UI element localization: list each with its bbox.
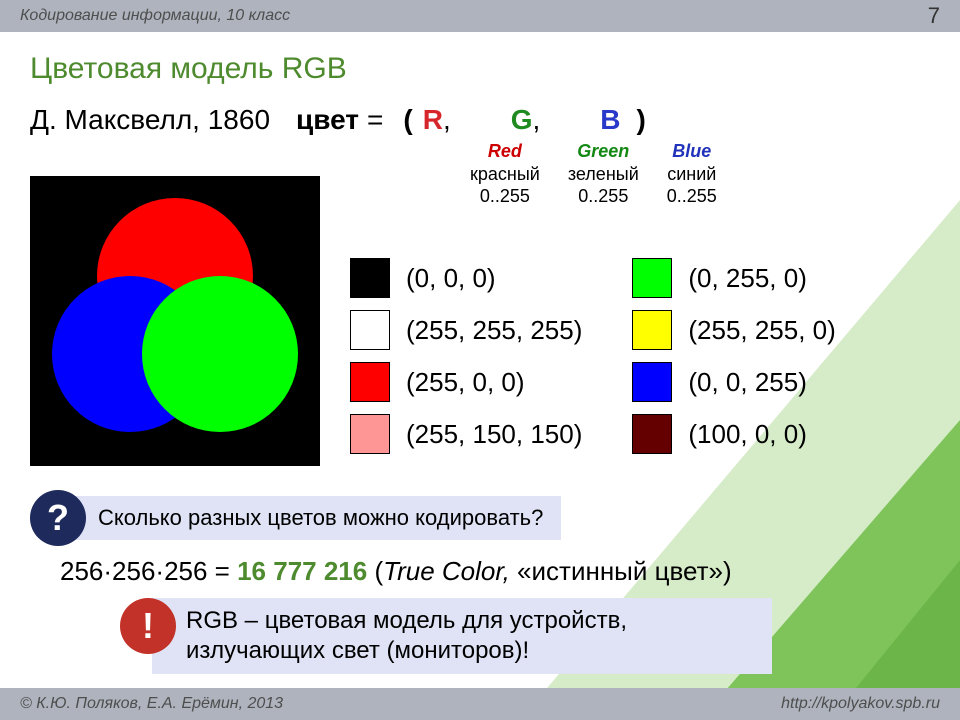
- formula-row: Д. Максвелл, 1860 цвет = ( R , G , B ): [30, 104, 930, 136]
- copyright-label: © К.Ю. Поляков, Е.А. Ерёмин, 2013: [20, 695, 283, 713]
- formula-lhs: цвет: [296, 104, 359, 136]
- component-columns: Red красный 0..255 Green зеленый 0..255 …: [470, 140, 930, 208]
- url-label: http://kpolyakov.spb.ru: [781, 695, 940, 713]
- component-blue-en: Blue: [667, 140, 717, 163]
- component-green-ru: зеленый: [568, 163, 639, 186]
- question-text: Сколько разных цветов можно кодировать?: [62, 496, 561, 540]
- component-blue-ru: синий: [667, 163, 717, 186]
- component-red-range: 0..255: [470, 185, 540, 208]
- component-blue: Blue синий 0..255: [667, 140, 717, 208]
- author-label: Д. Максвелл, 1860: [30, 104, 270, 136]
- formula-B: B: [600, 104, 620, 136]
- header-bar: Кодирование информации, 10 класс 7: [0, 0, 960, 32]
- question-mark-bubble: ?: [30, 490, 86, 546]
- component-green: Green зеленый 0..255: [568, 140, 639, 208]
- page-number: 7: [928, 3, 940, 29]
- slide-body: Цветовая модель RGB Д. Максвелл, 1860 цв…: [0, 32, 960, 688]
- component-blue-range: 0..255: [667, 185, 717, 208]
- footer-bar: © К.Ю. Поляков, Е.А. Ерёмин, 2013 http:/…: [0, 688, 960, 720]
- course-label: Кодирование информации, 10 класс: [20, 7, 290, 25]
- component-green-range: 0..255: [568, 185, 639, 208]
- formula-comma-2: ,: [533, 104, 541, 136]
- slide-title: Цветовая модель RGB: [30, 52, 930, 86]
- formula-R: R: [423, 104, 443, 136]
- formula-close: ): [637, 104, 646, 136]
- formula-eq: =: [367, 104, 383, 136]
- component-red-ru: красный: [470, 163, 540, 186]
- exclamation-bubble: !: [120, 598, 176, 654]
- component-red: Red красный 0..255: [470, 140, 540, 208]
- component-green-en: Green: [568, 140, 639, 163]
- component-red-en: Red: [470, 140, 540, 163]
- formula-open: (: [403, 104, 412, 136]
- formula-comma-1: ,: [443, 104, 451, 136]
- question-row: ? Сколько разных цветов можно кодировать…: [30, 490, 561, 546]
- formula-G: G: [511, 104, 533, 136]
